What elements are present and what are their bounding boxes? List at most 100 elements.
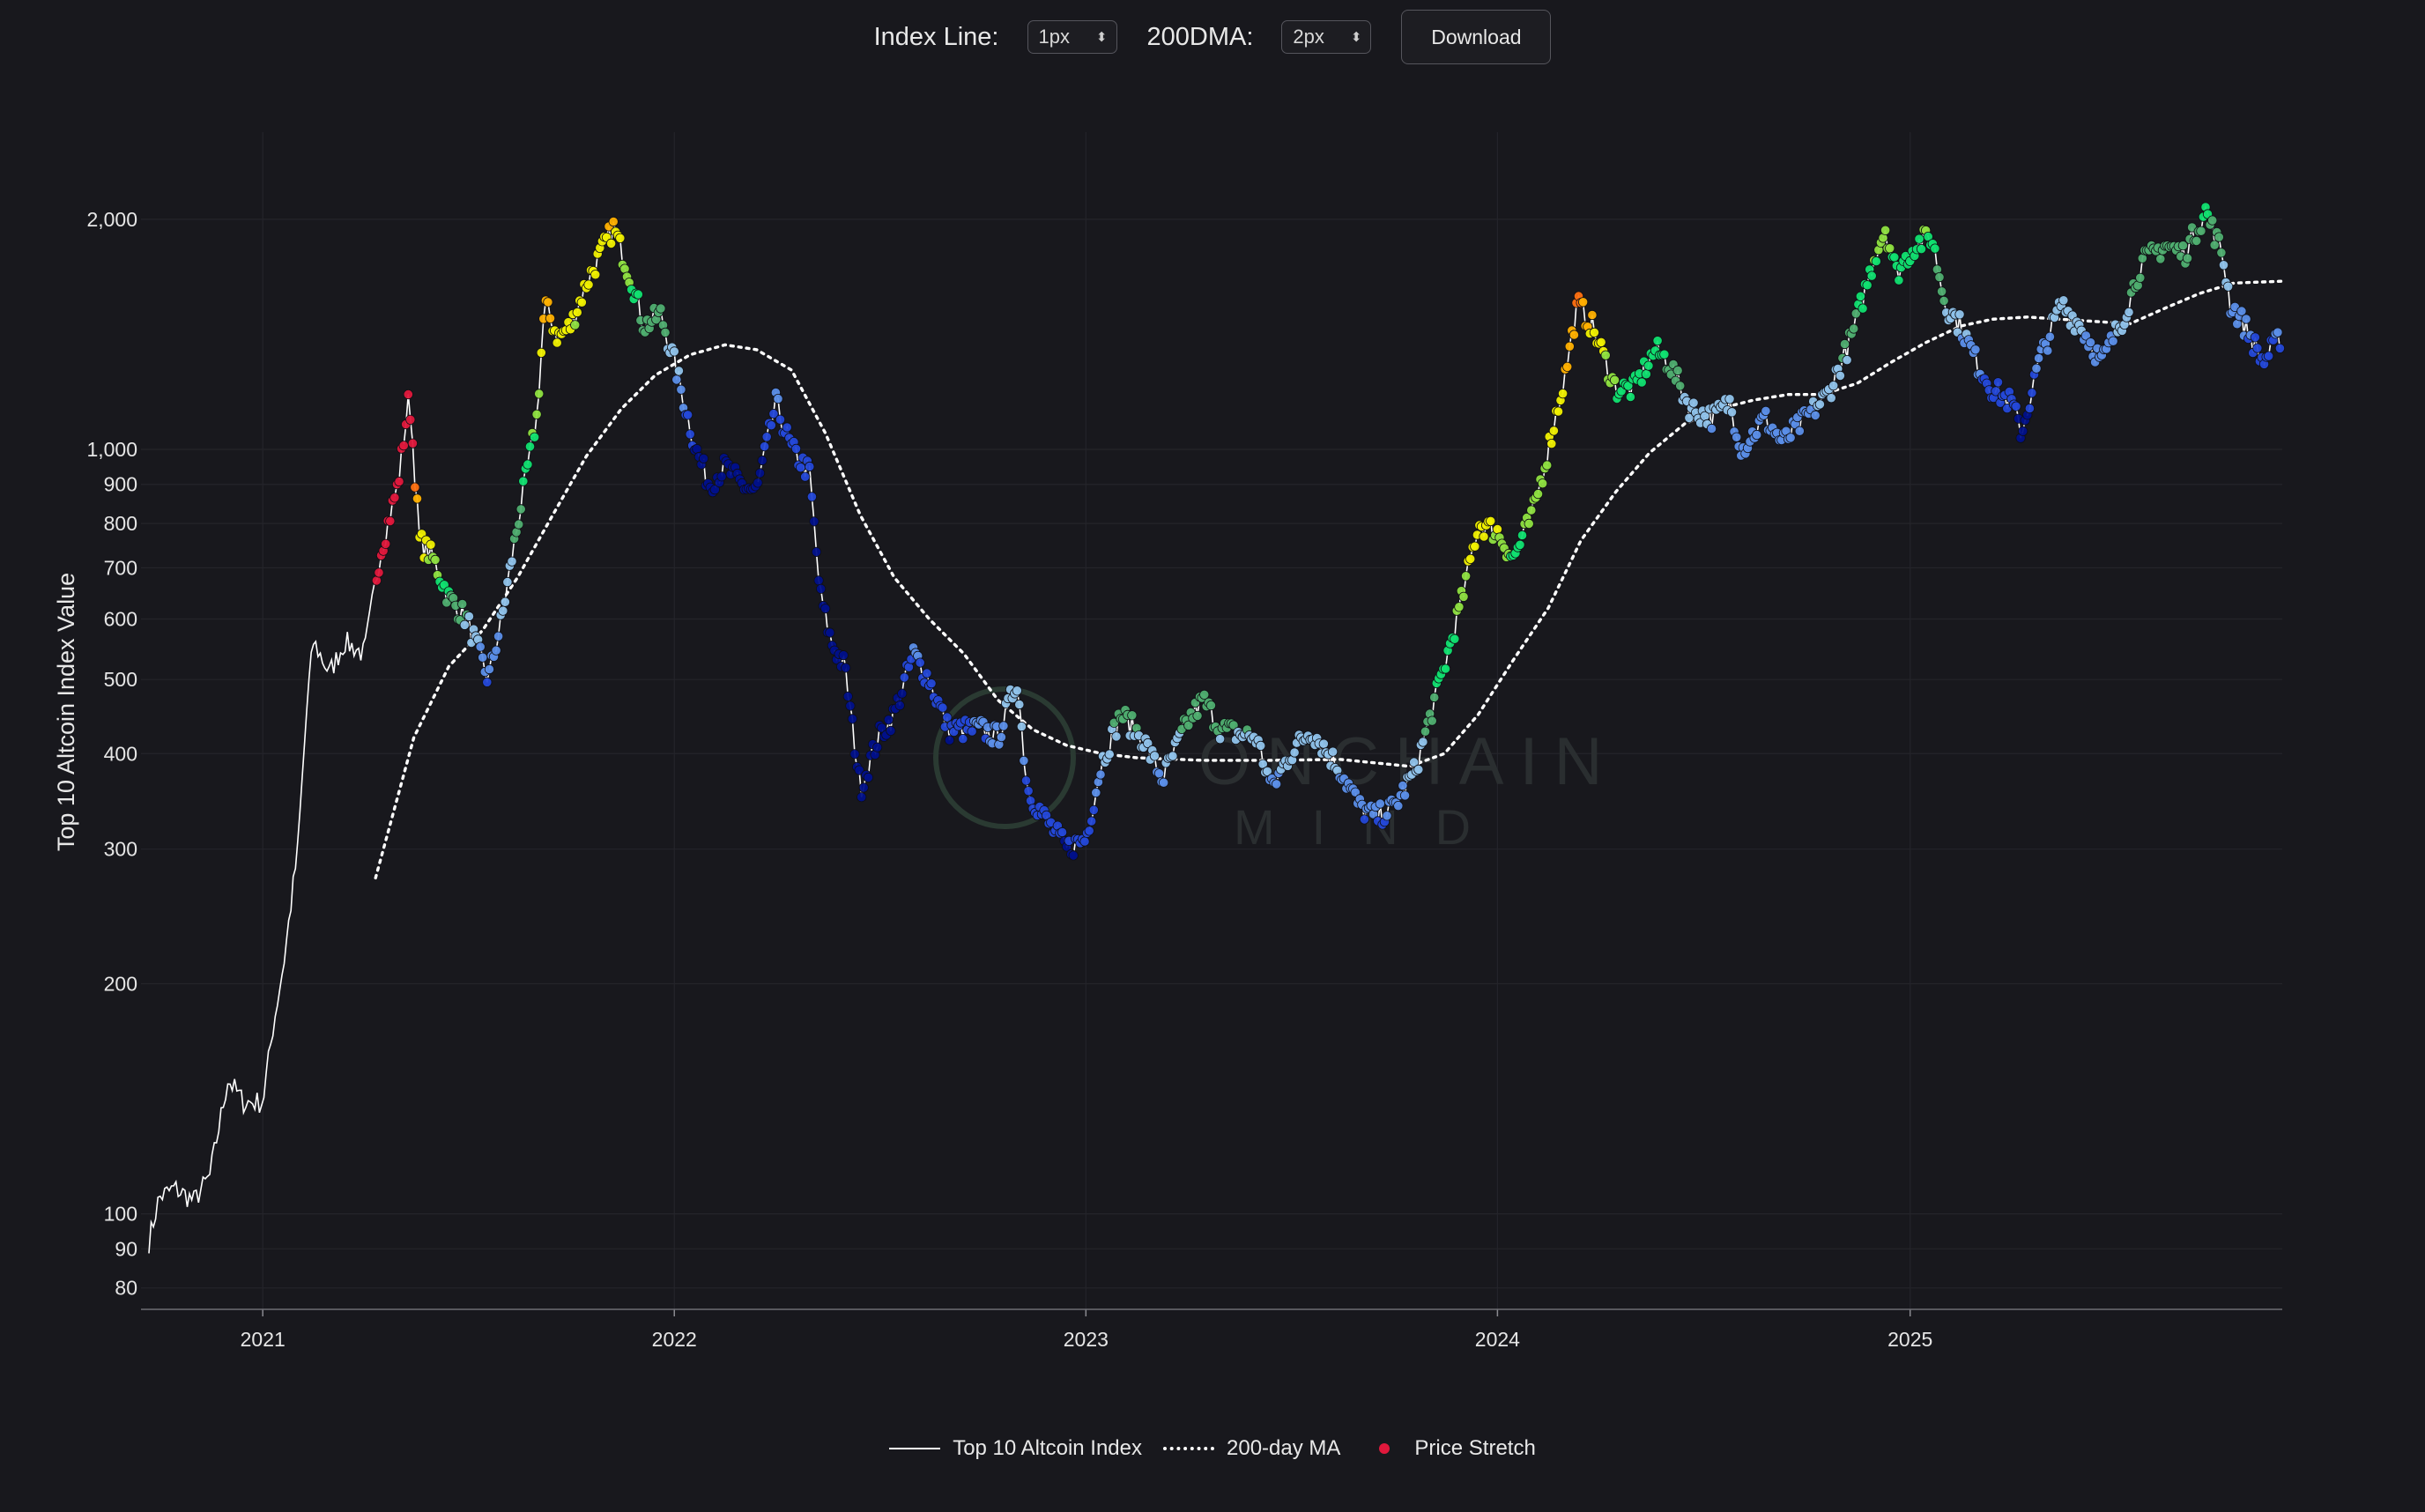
download-button[interactable]: Download <box>1401 10 1552 64</box>
stretch-point <box>2177 241 2188 251</box>
stretch-point <box>482 677 493 687</box>
stretch-point <box>805 461 815 472</box>
stretch-point <box>811 546 822 558</box>
stretch-point <box>845 700 856 711</box>
stretch-point <box>514 519 524 530</box>
chart-controls: Index Line: 1px ⬍ 200DMA: 2px ⬍ Download <box>0 9 2425 65</box>
stretch-point <box>405 414 416 425</box>
stretch-point <box>463 611 475 622</box>
chart-legend: Top 10 Altcoin Index 200-day MA Price St… <box>0 1436 2425 1461</box>
stretch-point <box>531 409 542 419</box>
stretch-point <box>633 289 643 300</box>
legend-label: Price Stretch <box>1414 1436 1536 1460</box>
stretch-point <box>1079 836 1090 847</box>
stretch-point <box>1596 337 1606 347</box>
stretch-point <box>385 515 396 527</box>
stretch-point <box>1724 394 1735 404</box>
legend-item-index[interactable]: Top 10 Altcoin Index <box>889 1436 1142 1461</box>
stretch-point <box>926 678 937 689</box>
stretch-point <box>1143 737 1153 749</box>
stretch-point <box>1578 297 1589 308</box>
stretch-point <box>883 715 894 725</box>
stretch-point <box>1553 406 1564 417</box>
stretch-point <box>2135 272 2146 283</box>
stretch-point <box>1149 751 1161 761</box>
select-chevron-icon: ⬍ <box>1350 29 1362 45</box>
stretch-point <box>1970 345 1981 355</box>
stretch-point <box>1814 399 1825 410</box>
stretch-point <box>2216 248 2227 258</box>
stretch-point <box>2108 336 2118 346</box>
x-tick-label: 2024 <box>1475 1328 1520 1351</box>
stretch-point <box>1587 309 1598 321</box>
stretch-point <box>1564 341 1575 352</box>
stretch-point <box>1088 804 1099 815</box>
stretch-point <box>1492 523 1503 535</box>
x-tick-label: 2021 <box>241 1328 286 1351</box>
stretch-point <box>1350 787 1361 797</box>
stretch-point <box>403 389 413 400</box>
index-line-width-value: 1px <box>1038 26 1070 48</box>
stretch-point <box>1562 361 1573 372</box>
stretch-point <box>1761 405 1771 416</box>
stretch-point <box>615 233 626 243</box>
stretch-point <box>1399 790 1411 801</box>
stretch-point <box>1427 715 1437 726</box>
stretch-point <box>1014 699 1025 710</box>
stretch-point <box>1532 488 1544 500</box>
stretch-point <box>1413 764 1424 775</box>
y-axis-title: Top 10 Altcoin Index Value <box>53 573 79 851</box>
stretch-point <box>1880 225 1891 235</box>
stretch-point <box>1526 505 1537 515</box>
stretch-point <box>1111 731 1122 742</box>
y-tick-label: 500 <box>104 668 137 691</box>
stretch-point <box>1517 530 1528 541</box>
index-line-label: Index Line: <box>873 22 999 51</box>
legend-dot-icon <box>1379 1443 1390 1454</box>
stretch-point <box>1862 280 1873 291</box>
y-tick-label: 90 <box>115 1237 137 1260</box>
stretch-point <box>1057 826 1068 838</box>
stretch-point <box>1470 541 1480 552</box>
stretch-point <box>412 493 423 504</box>
stretch-point <box>570 320 581 330</box>
stretch-point <box>1916 243 1927 255</box>
stretch-point <box>1153 768 1165 779</box>
stretch-point <box>894 700 905 711</box>
stretch-point <box>1019 755 1029 766</box>
stretch-point <box>757 455 768 466</box>
chart-grid <box>141 132 2282 1309</box>
stretch-point <box>608 216 619 227</box>
stretch-point <box>529 432 540 442</box>
stretch-point <box>1794 426 1805 436</box>
stretch-point <box>1826 393 1836 404</box>
legend-item-price-stretch[interactable]: Price Stretch <box>1361 1436 1536 1461</box>
stretch-point <box>1652 336 1663 346</box>
dma-label: 200DMA: <box>1146 22 1254 51</box>
stretch-point <box>1726 407 1738 418</box>
stretch-point <box>944 735 955 745</box>
stretch-point <box>669 346 679 357</box>
stretch-point <box>2034 352 2044 364</box>
stretch-point <box>1937 286 1947 297</box>
stretch-point <box>676 384 686 395</box>
stretch-point <box>1458 591 1469 602</box>
stretch-point <box>1205 700 1217 711</box>
legend-item-200dma[interactable]: 200-day MA <box>1163 1436 1340 1461</box>
stretch-point <box>2024 403 2035 414</box>
stretch-point <box>410 482 420 493</box>
stretch-point <box>1398 780 1408 791</box>
y-tick-label: 100 <box>104 1203 137 1226</box>
stretch-point <box>459 619 470 630</box>
stretch-point <box>967 726 977 737</box>
stretch-point <box>1104 749 1115 760</box>
stretch-point <box>1849 323 1859 334</box>
index-line-width-select[interactable]: 1px ⬍ <box>1027 20 1117 54</box>
stretch-point <box>1625 391 1636 403</box>
stretch-point <box>1542 460 1553 471</box>
stretch-point <box>507 556 517 567</box>
stretch-point <box>996 731 1007 743</box>
dma-width-select[interactable]: 2px ⬍ <box>1281 20 1372 54</box>
watermark-brain-icon <box>933 686 1076 829</box>
stretch-point <box>1256 740 1266 752</box>
